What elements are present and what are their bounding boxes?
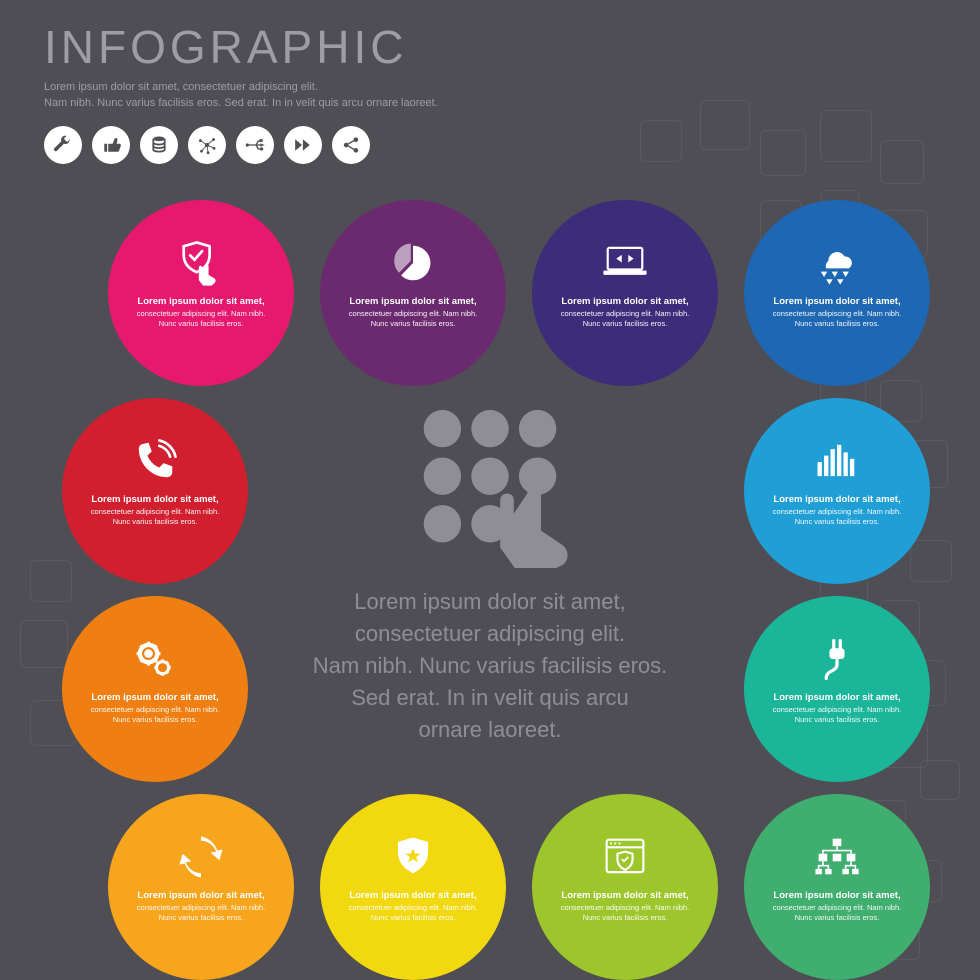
center-text: Lorem ipsum dolor sit amet,consectetuer … [300, 586, 680, 745]
node-phone-call: Lorem ipsum dolor sit amet,consectetuer … [62, 398, 248, 584]
node-shield-star: Lorem ipsum dolor sit amet,consectetuer … [320, 794, 506, 980]
node-browser-shield: Lorem ipsum dolor sit amet,consectetuer … [532, 794, 718, 980]
node-hierarchy: Lorem ipsum dolor sit amet,consectetuer … [744, 794, 930, 980]
keypad-touch-icon [405, 398, 575, 568]
usb-icon [236, 126, 274, 164]
page-subtitle: Lorem ipsum dolor sit amet, consectetuer… [44, 80, 564, 112]
thumbs-up-icon [92, 126, 130, 164]
header: INFOGRAPHIC Lorem ipsum dolor sit amet, … [44, 20, 936, 164]
node-desc: consectetuer adipiscing elit. Nam nibh. … [78, 505, 232, 527]
share-icon [332, 126, 370, 164]
node-title: Lorem ipsum dolor sit amet, [78, 494, 232, 506]
node-pie-chart: % Lorem ipsum dolor sit amet,consectetuer… [320, 200, 506, 386]
node-desc: consectetuer adipiscing elit. Nam nibh. … [760, 505, 914, 527]
node-title: Lorem ipsum dolor sit amet, [124, 296, 278, 308]
phone-call-icon [78, 410, 232, 494]
laptop-sync-icon [548, 212, 702, 296]
wrench-icon [44, 126, 82, 164]
node-desc: consectetuer adipiscing elit. Nam nibh. … [760, 307, 914, 329]
node-gears: Lorem ipsum dolor sit amet,consectetuer … [62, 596, 248, 782]
node-desc: consectetuer adipiscing elit. Nam nibh. … [124, 307, 278, 329]
node-cloud-download: Lorem ipsum dolor sit amet,consectetuer … [744, 200, 930, 386]
node-desc: consectetuer adipiscing elit. Nam nibh. … [548, 307, 702, 329]
node-title: Lorem ipsum dolor sit amet, [336, 296, 490, 308]
node-power-plug: Lorem ipsum dolor sit amet,consectetuer … [744, 596, 930, 782]
node-title: Lorem ipsum dolor sit amet, [760, 296, 914, 308]
node-desc: consectetuer adipiscing elit. Nam nibh. … [760, 901, 914, 923]
node-laptop-sync: Lorem ipsum dolor sit amet,consectetuer … [532, 200, 718, 386]
badge-row [44, 126, 936, 164]
node-equalizer: Lorem ipsum dolor sit amet,consectetuer … [744, 398, 930, 584]
node-desc: consectetuer adipiscing elit. Nam nibh. … [78, 703, 232, 725]
database-icon [140, 126, 178, 164]
network-icon [188, 126, 226, 164]
node-title: Lorem ipsum dolor sit amet, [78, 692, 232, 704]
node-title: Lorem ipsum dolor sit amet, [760, 692, 914, 704]
node-title: Lorem ipsum dolor sit amet, [336, 890, 490, 902]
fast-forward-icon [284, 126, 322, 164]
node-desc: consectetuer adipiscing elit. Nam nibh. … [336, 307, 490, 329]
node-desc: consectetuer adipiscing elit. Nam nibh. … [548, 901, 702, 923]
node-title: Lorem ipsum dolor sit amet, [548, 890, 702, 902]
node-refresh-cycle: Lorem ipsum dolor sit amet,consectetuer … [108, 794, 294, 980]
cloud-download-icon [760, 212, 914, 296]
refresh-cycle-icon [124, 806, 278, 890]
gears-icon [78, 608, 232, 692]
node-title: Lorem ipsum dolor sit amet, [124, 890, 278, 902]
node-title: Lorem ipsum dolor sit amet, [760, 494, 914, 506]
center-block: Lorem ipsum dolor sit amet,consectetuer … [300, 398, 680, 745]
node-shield-touch: Lorem ipsum dolor sit amet,consectetuer … [108, 200, 294, 386]
node-desc: consectetuer adipiscing elit. Nam nibh. … [124, 901, 278, 923]
hierarchy-icon [760, 806, 914, 890]
shield-touch-icon [124, 212, 278, 296]
node-title: Lorem ipsum dolor sit amet, [548, 296, 702, 308]
page-title: INFOGRAPHIC [44, 20, 936, 74]
shield-star-icon [336, 806, 490, 890]
power-plug-icon [760, 608, 914, 692]
pie-chart-icon: % [336, 212, 490, 296]
equalizer-icon [760, 410, 914, 494]
browser-shield-icon [548, 806, 702, 890]
node-desc: consectetuer adipiscing elit. Nam nibh. … [336, 901, 490, 923]
node-title: Lorem ipsum dolor sit amet, [760, 890, 914, 902]
node-desc: consectetuer adipiscing elit. Nam nibh. … [760, 703, 914, 725]
svg-text:%: % [405, 267, 416, 281]
